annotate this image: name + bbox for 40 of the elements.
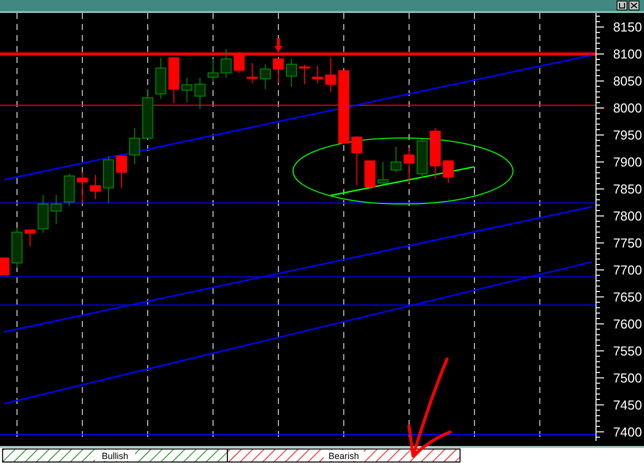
candlestick bbox=[90, 174, 101, 200]
candlestick bbox=[272, 58, 284, 84]
y-tick-label: 7850 bbox=[613, 182, 642, 196]
candlestick bbox=[76, 172, 88, 204]
y-tick-label: 7650 bbox=[613, 289, 642, 304]
y-tick-label: 7450 bbox=[613, 397, 642, 412]
candlestick bbox=[24, 229, 36, 248]
y-tick-label: 7600 bbox=[613, 316, 642, 332]
candlestick bbox=[220, 48, 232, 78]
candlestick bbox=[299, 64, 310, 85]
candlestick bbox=[260, 64, 271, 90]
candlestick bbox=[50, 194, 62, 225]
candlestick bbox=[351, 136, 362, 186]
candlestick bbox=[181, 77, 192, 103]
candlestick bbox=[377, 161, 388, 185]
y-tick-label: 8050 bbox=[613, 74, 642, 89]
y-tick-label: 7500 bbox=[613, 370, 642, 386]
candlestick bbox=[194, 77, 206, 110]
y-tick-label: 8150 bbox=[613, 20, 642, 35]
candlestick bbox=[208, 58, 219, 83]
candlestick bbox=[325, 57, 336, 92]
y-tick-label: 7750 bbox=[613, 235, 642, 250]
candlestick bbox=[246, 62, 258, 84]
candlestick bbox=[286, 58, 297, 88]
candlestick bbox=[390, 146, 402, 173]
y-tick-label: 7900 bbox=[613, 154, 642, 170]
y-tick-label: 7400 bbox=[613, 424, 642, 440]
y-tick-label: 8100 bbox=[613, 46, 642, 62]
candlestick bbox=[404, 147, 415, 184]
y-tick-label: 7550 bbox=[613, 343, 642, 358]
y-tick-label: 7800 bbox=[613, 208, 642, 224]
candlestick bbox=[442, 160, 454, 184]
candlestick bbox=[312, 65, 324, 84]
text: Bullish bbox=[102, 451, 128, 461]
y-tick-label: 7700 bbox=[613, 262, 642, 278]
y-tick-label: 8000 bbox=[613, 100, 642, 116]
candlestick bbox=[129, 127, 140, 165]
candlestick bbox=[116, 156, 128, 188]
text: Bearish bbox=[328, 451, 360, 461]
y-tick-label: 7950 bbox=[613, 128, 642, 143]
